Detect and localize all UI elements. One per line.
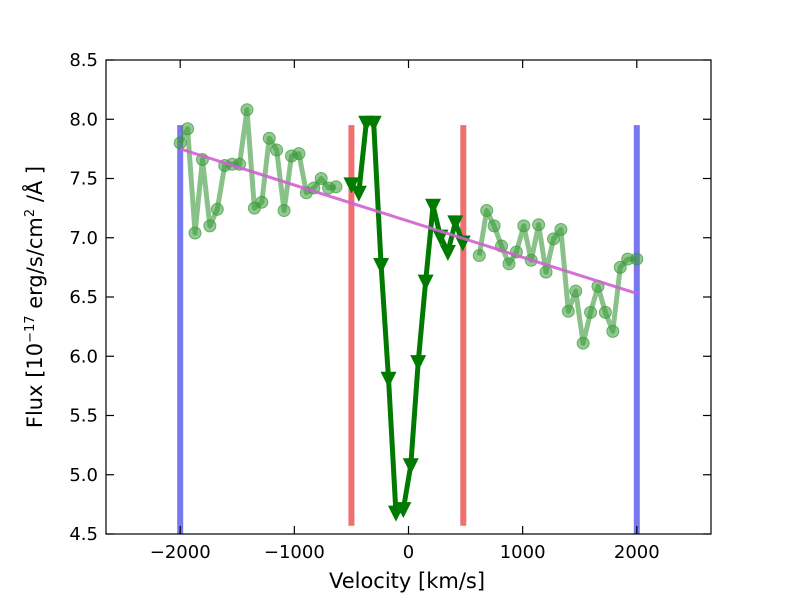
continuum-point [173, 136, 187, 150]
continuum-point [255, 195, 269, 209]
x-axis-label: Velocity [km/s] [329, 569, 485, 593]
y-tick-labels: 4.5 5.0 5.5 6.0 6.5 7.0 7.5 8.0 8.5 [69, 50, 98, 545]
continuum-point [329, 180, 343, 194]
y-tick-label: 5.0 [69, 465, 98, 486]
line-region-line [349, 120, 466, 516]
line-region-point [365, 115, 382, 132]
y-axis-label-exponent: −17 [23, 315, 38, 342]
continuum-point [517, 219, 531, 233]
line-region-point [447, 215, 464, 232]
continuum-point [277, 203, 291, 217]
continuum-point [539, 265, 553, 279]
continuum-point [613, 260, 627, 274]
continuum-point [606, 324, 620, 338]
line-region-point [350, 185, 367, 202]
y-axis-label-prefix: Flux [10 [23, 343, 47, 428]
continuum-point [561, 304, 575, 318]
y-axis-label-suffix: /Å ] [21, 166, 47, 209]
continuum-point [210, 202, 224, 216]
continuum-point [487, 219, 501, 233]
continuum-point [584, 305, 598, 319]
continuum-point [203, 219, 217, 233]
continuum-point [181, 122, 195, 136]
continuum-point [598, 305, 612, 319]
continuum-point [270, 143, 284, 157]
continuum-point [314, 172, 328, 185]
continuum-point [569, 284, 583, 298]
continuum-line-segment-0 [177, 107, 337, 236]
continuum-point [546, 232, 560, 246]
y-axis-label: Flux [10−17 erg/s/cm2 /Å ] [21, 166, 47, 428]
y-tick-label: 6.0 [69, 346, 98, 367]
axis-ticks [106, 59, 711, 535]
continuum-point [188, 226, 202, 240]
y-tick-label: 7.0 [69, 228, 98, 249]
y-tick-label: 6.5 [69, 287, 98, 308]
y-tick-label: 8.5 [69, 50, 98, 71]
continuum-point [472, 249, 486, 263]
y-tick-label: 4.5 [69, 524, 98, 545]
x-tick-label: −2000 [150, 542, 211, 563]
line-region-point [343, 177, 360, 194]
data-series [173, 103, 644, 522]
y-tick-label: 8.0 [69, 109, 98, 130]
y-tick-label: 5.5 [69, 406, 98, 427]
line-region-point [395, 502, 412, 519]
continuum-point [576, 336, 590, 350]
y-axis-label-middle: erg/s/cm [23, 217, 47, 315]
y-tick-label: 7.5 [69, 169, 98, 190]
continuum-point [292, 147, 306, 161]
continuum-point [262, 131, 276, 145]
vertical-marker-lines [177, 125, 640, 534]
continuum-point [240, 103, 254, 117]
y-axis-label-area-exponent: 2 [23, 209, 38, 217]
line-region-point [373, 258, 390, 275]
line-region-point [439, 244, 456, 261]
continuum-point [554, 222, 568, 236]
line-region-point [417, 274, 434, 291]
x-tick-labels: −2000 −1000 0 1000 2000 [150, 542, 660, 563]
line-region-point [380, 371, 397, 388]
x-tick-label: 1000 [500, 542, 546, 563]
line-region-point [402, 458, 419, 475]
continuum-point [630, 252, 644, 266]
x-tick-label: 0 [403, 542, 414, 563]
continuum-fit-segment [179, 147, 638, 295]
line-region-point [425, 198, 442, 215]
continuum-point [532, 218, 546, 232]
x-tick-label: −1000 [264, 542, 325, 563]
continuum-point [502, 257, 516, 271]
line-region-point [410, 355, 427, 372]
continuum-point [480, 203, 494, 217]
x-tick-label: 2000 [614, 542, 660, 563]
continuum-fit-line [179, 147, 638, 295]
